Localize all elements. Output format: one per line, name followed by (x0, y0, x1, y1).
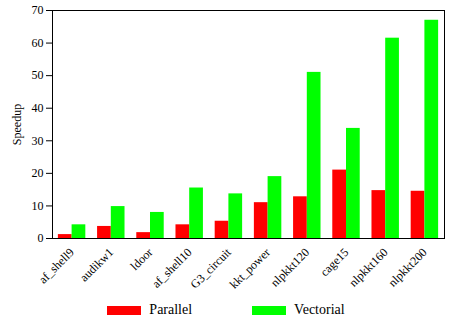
svg-text:af_shell9: af_shell9 (36, 245, 77, 286)
svg-text:af_shell10: af_shell10 (149, 245, 194, 290)
svg-text:70: 70 (32, 3, 44, 17)
html-text:Vectorial: Vectorial (294, 302, 345, 317)
svg-text:10: 10 (32, 199, 44, 213)
svg-text:nlpkkt160: nlpkkt160 (346, 245, 390, 289)
svg-text:40: 40 (32, 101, 44, 115)
svg-text:Speedup: Speedup (10, 104, 24, 145)
svg-text:nlpkkt200: nlpkkt200 (385, 245, 429, 289)
svg-text:G3_circuit: G3_circuit (188, 245, 235, 292)
svg-text:audikw1: audikw1 (77, 245, 116, 284)
svg-text:30: 30 (32, 134, 44, 148)
html-text:Parallel: Parallel (149, 302, 193, 317)
svg-text:50: 50 (32, 68, 44, 82)
svg-text:cage15: cage15 (317, 245, 351, 279)
svg-text:kkt_power: kkt_power (227, 245, 273, 291)
svg-text:0: 0 (38, 231, 44, 245)
svg-text:ldoor: ldoor (128, 245, 156, 273)
svg-text:nlpkkt120: nlpkkt120 (268, 245, 312, 289)
svg-text:20: 20 (32, 166, 44, 180)
svg-text:60: 60 (32, 36, 44, 50)
